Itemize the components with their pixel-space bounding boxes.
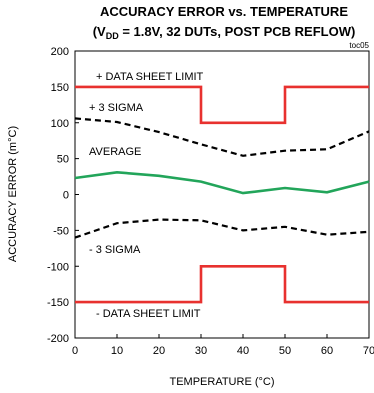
y-axis-label: ACCURACY ERROR (m°C) [7, 126, 19, 262]
figure-id: toc05 [349, 41, 369, 50]
x-tick-label: 60 [321, 345, 333, 357]
y-tick-label: 50 [57, 154, 69, 166]
y-tick-label: -200 [47, 333, 69, 345]
label-average: AVERAGE [89, 146, 141, 158]
x-tick-label: 70 [363, 345, 374, 357]
y-tick-label: 0 [63, 190, 69, 202]
label-plus-limit: + DATA SHEET LIMIT [96, 71, 204, 83]
y-tick-label: 200 [51, 46, 69, 58]
axis-ticks: 0 10 20 30 40 50 60 70 200 150 100 50 0 -50 -100 -150 -2… [47, 46, 374, 357]
label-minus-limit: - DATA SHEET LIMIT [96, 308, 201, 320]
y-tick-label: 150 [51, 82, 69, 94]
x-tick-label: 40 [237, 345, 249, 357]
y-tick-label: -100 [47, 261, 69, 273]
chart-title: ACCURACY ERROR vs. TEMPERATURE [100, 4, 348, 19]
y-tick-label: -150 [47, 297, 69, 309]
x-tick-label: 10 [111, 345, 123, 357]
subtitle-prefix: (V [93, 24, 106, 39]
series-line-4 [75, 264, 369, 304]
series-group [74, 85, 370, 304]
y-tick-label: -50 [53, 225, 69, 237]
y-tick-label: 100 [51, 118, 69, 130]
series-line-0 [75, 85, 369, 125]
x-tick-label: 0 [72, 345, 78, 357]
x-axis-label: TEMPERATURE (°C) [169, 376, 274, 388]
series-line-3 [74, 218, 370, 239]
chart-subtitle: (VDD = 1.8V, 32 DUTs, POST PCB REFLOW) [93, 24, 356, 41]
subtitle-rest: = 1.8V, 32 DUTs, POST PCB REFLOW) [119, 24, 356, 39]
series-line-1 [74, 117, 370, 157]
plot-frame [74, 50, 370, 339]
series-line-2 [74, 170, 370, 195]
x-tick-label: 20 [153, 345, 165, 357]
label-minus-3sigma: - 3 SIGMA [89, 244, 141, 256]
x-tick-label: 50 [279, 345, 291, 357]
x-tick-label: 30 [195, 345, 207, 357]
label-plus-3sigma: + 3 SIGMA [89, 102, 144, 114]
subtitle-subscript: DD [106, 31, 119, 41]
